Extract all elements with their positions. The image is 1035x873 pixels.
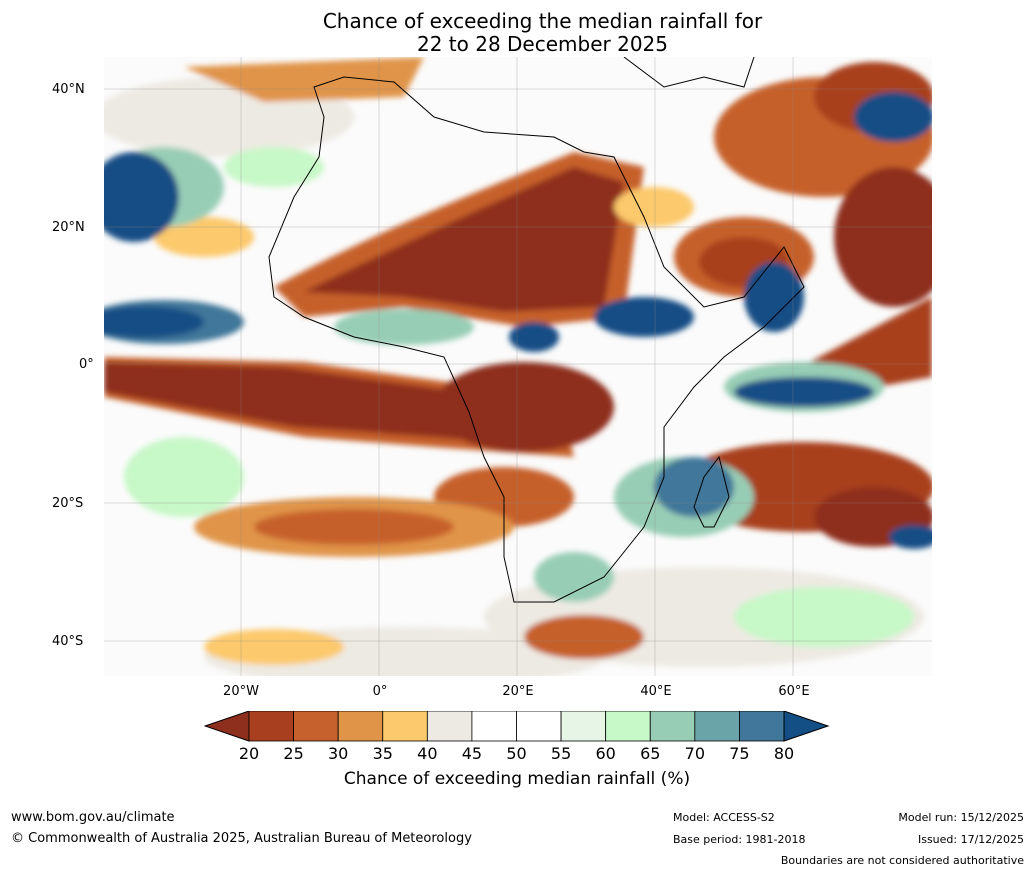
colorbar-segment-40-45 <box>426 711 473 742</box>
colorbar-tick-45: 45 <box>461 744 483 763</box>
colorbar-tick-75: 75 <box>729 744 750 763</box>
issued-text: Issued: 17/12/2025 <box>917 833 1024 846</box>
x-tick-60e: 60°E <box>778 684 810 699</box>
colorbar-segment-30-35 <box>337 711 384 742</box>
model-run-text: Model run: 15/12/2025 <box>898 811 1024 824</box>
colorbar-extend-high <box>783 711 830 742</box>
colorbar-segment-55-60 <box>560 711 607 742</box>
colorbar-segment-45-50 <box>471 711 517 742</box>
colorbar-tick-60: 60 <box>595 744 616 763</box>
colorbar-tick-50: 50 <box>506 744 527 763</box>
colorbar-segment-20-25 <box>248 711 294 742</box>
website-link[interactable]: www.bom.gov.au/climate <box>11 810 175 825</box>
y-tick-0: 0° <box>79 357 94 372</box>
y-tick-40n: 40°N <box>52 82 85 97</box>
colorbar-tick-35: 35 <box>372 744 393 763</box>
x-tick-0: 0° <box>372 684 388 699</box>
colorbar-tick-30: 30 <box>327 744 349 763</box>
title-line-1: Chance of exceeding the median rainfall … <box>322 9 763 33</box>
title-line-2: 22 to 28 December 2025 <box>416 32 668 56</box>
colorbar-segment-65-70 <box>649 711 696 742</box>
copyright-text: © Commonwealth of Australia 2025, Austra… <box>11 831 472 846</box>
base-period-text: Base period: 1981-2018 <box>673 833 806 846</box>
colorbar-tick-65: 65 <box>640 744 661 763</box>
colorbar-tick-40: 40 <box>417 744 438 763</box>
colorbar-segment-60-65 <box>605 711 651 742</box>
model-text: Model: ACCESS-S2 <box>673 811 775 824</box>
x-tick-20w: 20°W <box>223 684 259 699</box>
colorbar-tick-80: 80 <box>773 744 795 763</box>
colorbar <box>204 711 830 742</box>
colorbar-tick-70: 70 <box>684 744 706 763</box>
map-canvas <box>104 57 932 676</box>
rainfall-map <box>104 57 932 676</box>
colorbar-extend-low <box>204 711 250 742</box>
colorbar-segment-75-80 <box>739 711 785 742</box>
colorbar-tick-25: 25 <box>283 744 304 763</box>
colorbar-tick-55: 55 <box>550 744 572 763</box>
colorbar-segment-70-75 <box>694 711 740 742</box>
y-tick-40s: 40°S <box>52 634 84 649</box>
colorbar-segment-35-40 <box>382 711 428 742</box>
y-tick-20s: 20°S <box>52 496 84 511</box>
colorbar-segment-50-55 <box>516 711 562 742</box>
x-tick-20e: 20°E <box>502 684 534 699</box>
x-tick-40e: 40°E <box>640 684 672 699</box>
colorbar-label: Chance of exceeding median rainfall (%) <box>343 769 691 789</box>
colorbar-tick-20: 20 <box>238 744 260 763</box>
disclaimer-text: Boundaries are not considered authoritat… <box>780 854 1024 867</box>
y-tick-20n: 20°N <box>52 220 85 235</box>
colorbar-segment-25-30 <box>293 711 339 742</box>
map-title: Chance of exceeding the median rainfall … <box>200 10 885 56</box>
